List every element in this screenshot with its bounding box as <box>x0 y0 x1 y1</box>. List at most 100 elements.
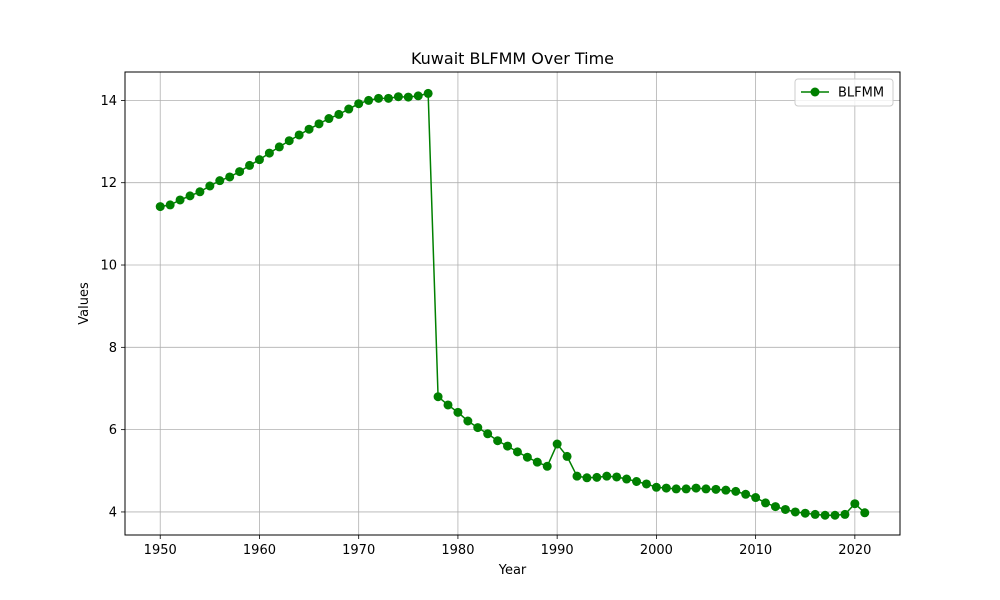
x-axis: 1950 1960 1970 1980 1990 2000 2010 2020 <box>144 535 871 558</box>
data-point <box>344 104 354 114</box>
x-tick-label: 2010 <box>739 543 772 558</box>
data-point <box>721 485 731 495</box>
data-point <box>691 483 701 493</box>
data-point <box>393 92 403 102</box>
data-point <box>751 493 761 503</box>
data-point <box>155 202 165 212</box>
data-point <box>423 88 433 98</box>
data-point <box>304 124 314 134</box>
y-tick-label: 4 <box>109 505 117 520</box>
grid <box>125 72 900 535</box>
data-point <box>622 474 632 484</box>
data-point <box>790 507 800 517</box>
x-tick-label: 1970 <box>342 543 375 558</box>
data-point <box>681 484 691 494</box>
data-point <box>552 439 562 449</box>
data-point <box>542 461 552 471</box>
y-tick-label: 10 <box>100 259 117 274</box>
data-point <box>453 407 463 417</box>
data-point <box>254 155 264 165</box>
data-point <box>215 176 225 186</box>
y-tick-label: 6 <box>109 423 117 438</box>
data-point <box>522 452 532 462</box>
x-tick-label: 2000 <box>640 543 673 558</box>
data-point <box>810 509 820 519</box>
x-tick-label: 1950 <box>144 543 177 558</box>
data-point <box>572 471 582 481</box>
data-point <box>463 416 473 426</box>
legend-box <box>794 78 894 107</box>
data-point <box>483 429 493 439</box>
y-axis-label: Values <box>77 282 92 325</box>
data-point <box>830 510 840 520</box>
legend: BLFMM <box>794 78 894 107</box>
data-point <box>433 392 443 402</box>
data-point <box>770 502 780 512</box>
data-point <box>840 509 850 519</box>
data-point <box>374 93 384 103</box>
y-tick-label: 12 <box>100 176 117 191</box>
data-point <box>860 508 870 518</box>
data-point <box>205 181 215 191</box>
data-point <box>473 423 483 433</box>
data-point <box>314 119 324 129</box>
data-point <box>245 160 255 170</box>
data-point <box>364 95 374 105</box>
data-point <box>711 484 721 494</box>
data-point <box>701 484 711 494</box>
data-point <box>602 471 612 481</box>
data-point <box>413 91 423 101</box>
x-tick-label: 1990 <box>541 543 574 558</box>
data-point <box>274 142 284 152</box>
data-point <box>632 477 642 486</box>
data-point <box>294 130 304 140</box>
data-point <box>195 187 205 197</box>
data-point <box>165 200 175 210</box>
data-point <box>612 472 622 482</box>
data-point <box>741 489 751 499</box>
data-point <box>671 484 681 494</box>
data-point <box>185 191 195 201</box>
y-tick-label: 8 <box>109 341 117 356</box>
data-point <box>493 436 503 446</box>
data-point <box>582 473 592 483</box>
data-point <box>354 99 364 109</box>
data-point <box>780 504 790 514</box>
x-axis-label: Year <box>498 563 527 578</box>
data-point <box>761 498 771 508</box>
data-point <box>284 136 294 146</box>
data-point <box>383 93 393 103</box>
data-point <box>443 400 453 410</box>
data-point <box>592 472 602 482</box>
data-point <box>651 482 661 492</box>
data-point <box>661 483 671 493</box>
data-point <box>562 451 572 461</box>
x-tick-label: 1980 <box>441 543 474 558</box>
data-point <box>403 92 413 102</box>
data-point <box>800 508 810 518</box>
data-point <box>850 499 860 509</box>
data-point <box>512 447 522 457</box>
legend-label: BLFMM <box>838 86 884 101</box>
data-point <box>225 172 235 182</box>
data-point <box>264 148 274 158</box>
chart-title: Kuwait BLFMM Over Time <box>411 49 614 68</box>
data-point <box>235 167 245 177</box>
data-point <box>175 195 185 205</box>
data-point <box>731 486 741 496</box>
series-layer <box>155 88 870 520</box>
data-point <box>641 479 651 489</box>
plot-frame <box>124 71 901 536</box>
data-point <box>820 510 830 520</box>
x-tick-label: 1960 <box>243 543 276 558</box>
legend-marker-swatch <box>810 87 820 97</box>
y-axis: 4 6 8 10 12 14 <box>100 94 125 520</box>
data-point <box>334 109 344 119</box>
plot-area <box>125 72 900 535</box>
y-tick-label: 14 <box>100 94 117 109</box>
x-tick-label: 2020 <box>838 543 871 558</box>
data-point <box>503 441 513 451</box>
data-point <box>532 457 542 467</box>
